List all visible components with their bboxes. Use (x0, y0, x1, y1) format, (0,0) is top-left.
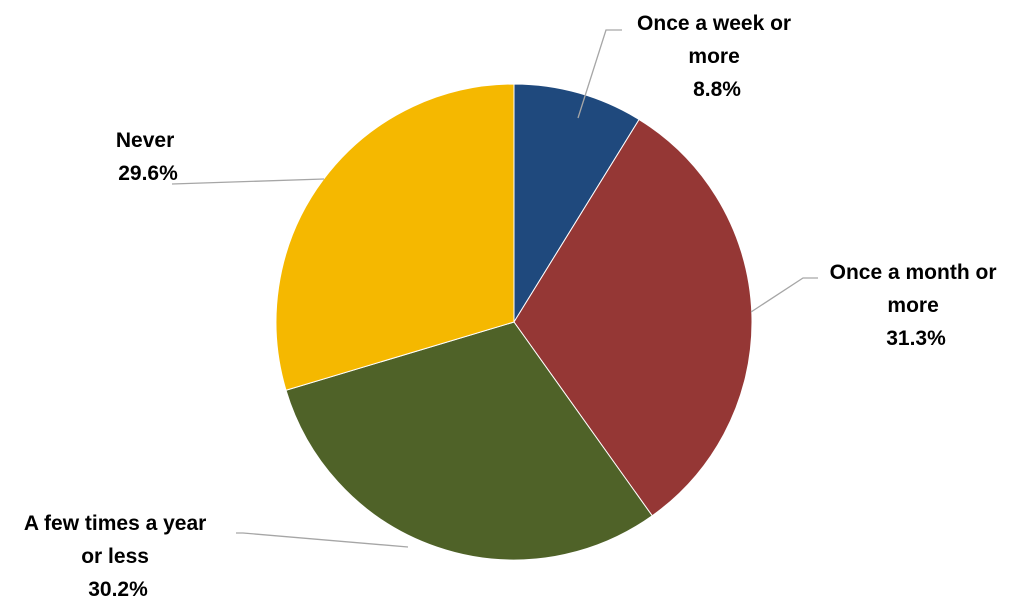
leader-once-a-week (577, 29, 622, 119)
slice-once-a-week (513, 83, 640, 324)
leader-once-a-month (750, 277, 818, 313)
label-few-times-a-year: A few times a year or less 30.2% (24, 512, 212, 601)
label-once-a-month: Once a month or more 31.3% (830, 261, 1003, 350)
label-never: Never 29.6% (116, 129, 180, 185)
leader-never (171, 178, 325, 185)
label-once-a-week: Once a week or more 8.8% (637, 12, 797, 101)
leader-few-times-a-year (236, 532, 409, 548)
leader-lines (171, 29, 818, 548)
slice-once-a-month (513, 118, 753, 517)
slice-never (275, 83, 515, 391)
pie-slices (275, 83, 753, 561)
slice-few-times-a-year (285, 321, 653, 561)
